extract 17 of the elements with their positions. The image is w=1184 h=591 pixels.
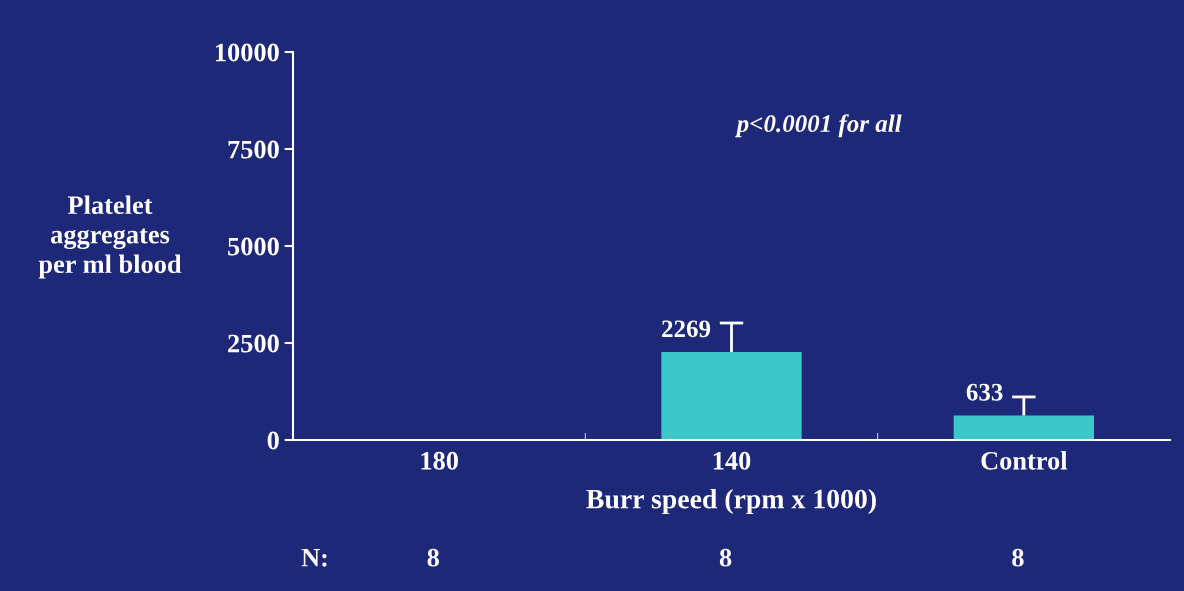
data-label: 2269 — [662, 320, 711, 338]
annotation: p<0.0001 for all — [734, 114, 902, 138]
y-tick-label: 7500 — [228, 140, 279, 159]
text: 8 — [719, 548, 732, 567]
x-tick-label: 180 — [421, 451, 458, 470]
x-tick-label: Control — [981, 451, 1068, 470]
y-tick-label: 10000 — [215, 43, 279, 62]
x-axis-title: Burr speed (rpm x 1000) — [586, 488, 876, 515]
y-axis-title: Platelet aggregates per ml blood — [38, 195, 182, 279]
text: N: — [301, 549, 327, 567]
data-label: 633 — [966, 383, 1003, 401]
y-tick-label: 2500 — [228, 334, 279, 353]
x-tick-label: 140 — [713, 451, 751, 470]
y-tick-label: 0 — [267, 431, 279, 450]
y-tick-label: 5000 — [228, 237, 279, 256]
text: 8 — [1012, 548, 1024, 567]
text: 8 — [427, 548, 439, 567]
